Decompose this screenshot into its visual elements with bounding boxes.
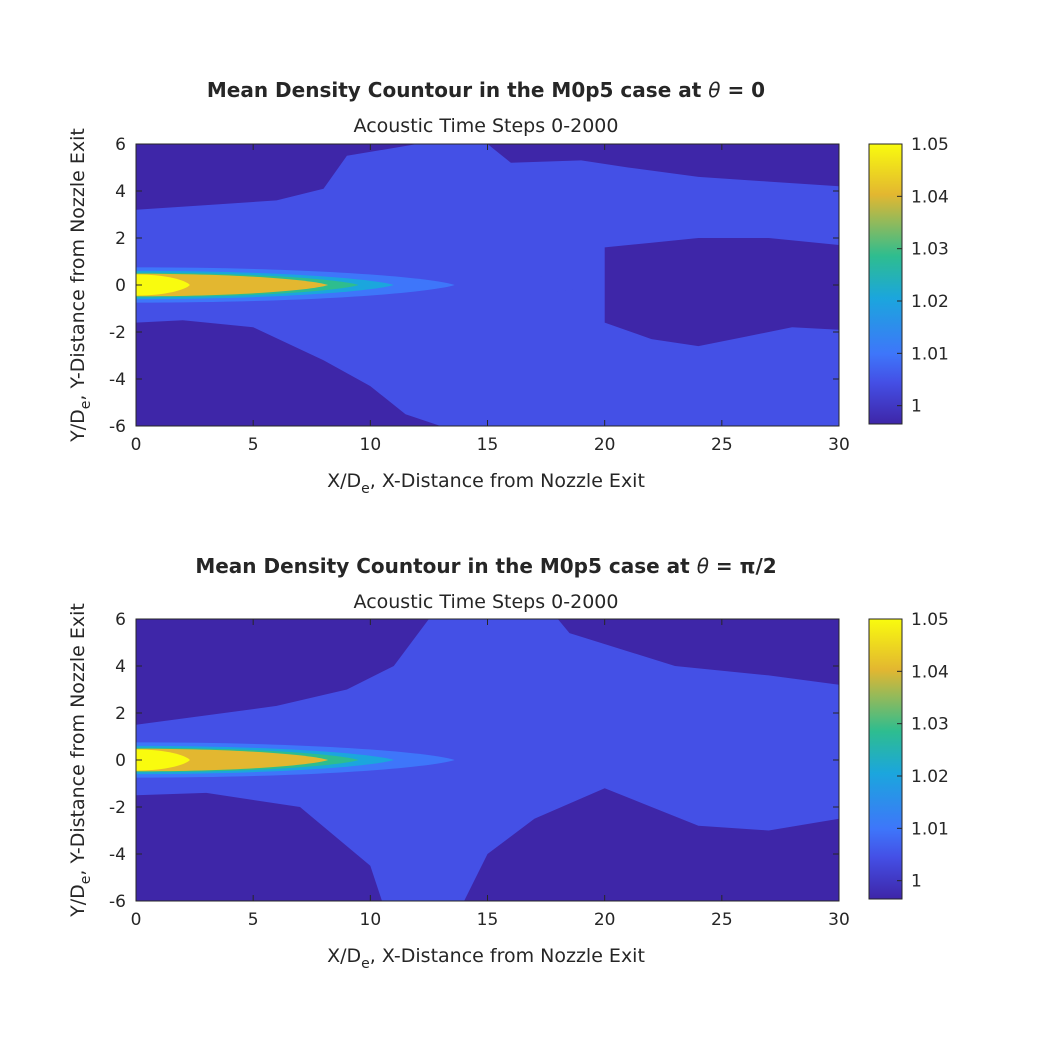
y-tick-label: 2: [115, 704, 126, 724]
y-tick-label: -4: [109, 370, 126, 390]
x-tick-label: 20: [594, 910, 616, 930]
x-axis-ticks: 0 5 10 15 20 25 30: [131, 144, 850, 455]
colorbar-tick-label: 1: [911, 872, 922, 892]
colorbar-gradient: [868, 143, 903, 425]
x-tick-label: 25: [711, 910, 733, 930]
x-axis-ticks: 0 5 10 15 20 25 30: [131, 619, 850, 930]
contour-plot: [135, 143, 840, 427]
subplot-top: Mean Density Countour in the M0p5 case a…: [67, 78, 949, 497]
colorbar-tick-label: 1.03: [911, 240, 949, 260]
y-tick-label: 6: [115, 610, 126, 630]
y-tick-label: 0: [115, 751, 126, 771]
x-tick-label: 5: [248, 910, 259, 930]
y-tick-label: 0: [115, 276, 126, 296]
colorbar-tick-label: 1.05: [911, 135, 949, 155]
colorbar: 1 1.01 1.02 1.03 1.04 1.05: [868, 610, 949, 900]
contour-level-1p05: [136, 749, 190, 771]
y-tick-label: -6: [109, 892, 126, 912]
x-axis-label: X/De, X-Distance from Nozzle Exit: [327, 470, 645, 497]
contour-plot: [135, 618, 840, 902]
x-tick-label: 5: [248, 435, 259, 455]
x-tick-label: 0: [131, 435, 142, 455]
colorbar-tick-label: 1.04: [911, 662, 949, 682]
y-tick-label: 6: [115, 135, 126, 155]
y-tick-label: -2: [109, 798, 126, 818]
x-tick-label: 30: [828, 435, 850, 455]
contour-level-1p04: [136, 748, 329, 772]
colorbar-tick-label: 1.02: [911, 767, 949, 787]
y-tick-label: -6: [109, 417, 126, 437]
x-tick-label: 10: [360, 910, 382, 930]
contour-level-1p04: [136, 273, 329, 297]
contour-level-1p05: [136, 274, 190, 296]
subplot-bottom: Mean Density Countour in the M0p5 case a…: [67, 554, 949, 972]
y-tick-label: -2: [109, 323, 126, 343]
chart-title: Mean Density Countour in the M0p5 case a…: [195, 554, 776, 578]
x-tick-label: 25: [711, 435, 733, 455]
y-axis-label: Y/De, Y-Distance from Nozzle Exit: [67, 128, 94, 443]
colorbar-tick-label: 1.02: [911, 292, 949, 312]
x-axis-label: X/De, X-Distance from Nozzle Exit: [327, 945, 645, 972]
colorbar-tick-label: 1: [911, 397, 922, 417]
chart-subtitle: Acoustic Time Steps 0-2000: [354, 115, 619, 137]
chart-title: Mean Density Countour in the M0p5 case a…: [207, 78, 765, 102]
colorbar-tick-label: 1.05: [911, 610, 949, 630]
x-tick-label: 10: [360, 435, 382, 455]
colorbar-gradient: [868, 618, 903, 900]
x-tick-label: 0: [131, 910, 142, 930]
chart-subtitle: Acoustic Time Steps 0-2000: [354, 591, 619, 613]
y-tick-label: 4: [115, 657, 126, 677]
colorbar-tick-label: 1.01: [911, 344, 949, 364]
y-tick-label: 4: [115, 182, 126, 202]
y-tick-label: 2: [115, 229, 126, 249]
colorbar-tick-label: 1.04: [911, 187, 949, 207]
y-axis-ticks: -6 -4 -2 0 2 4 6: [109, 135, 839, 437]
y-tick-label: -4: [109, 845, 126, 865]
x-tick-label: 20: [594, 435, 616, 455]
x-tick-label: 30: [828, 910, 850, 930]
y-axis-label: Y/De, Y-Distance from Nozzle Exit: [67, 603, 94, 918]
y-axis-ticks: -6 -4 -2 0 2 4 6: [109, 610, 839, 912]
x-tick-label: 15: [477, 435, 499, 455]
colorbar: 1 1.01 1.02 1.03 1.04 1.05: [868, 135, 949, 425]
x-tick-label: 15: [477, 910, 499, 930]
colorbar-tick-label: 1.01: [911, 819, 949, 839]
colorbar-tick-label: 1.03: [911, 715, 949, 735]
